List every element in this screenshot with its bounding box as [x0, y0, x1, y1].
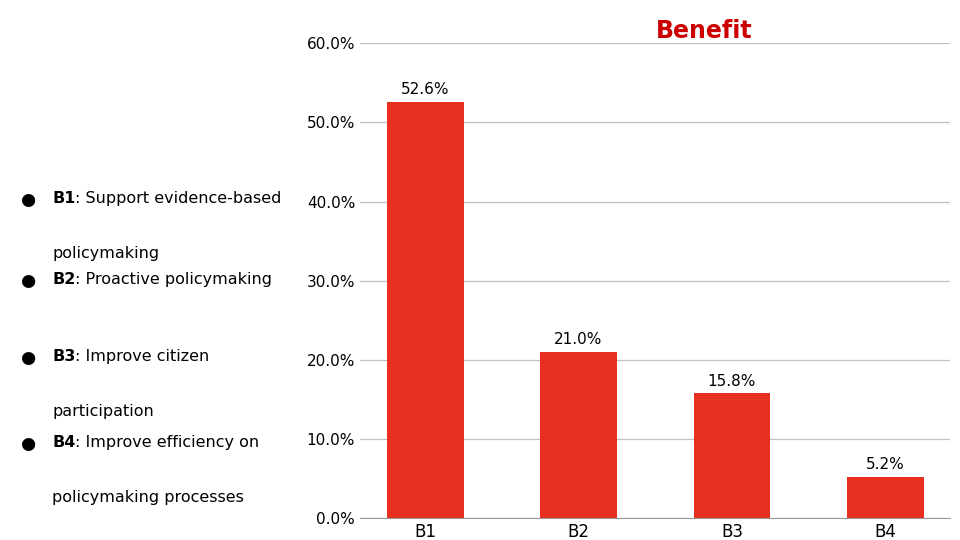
Text: policymaking processes: policymaking processes — [52, 490, 244, 505]
Text: ●: ● — [20, 272, 35, 291]
Bar — [693, 393, 770, 518]
Text: 21.0%: 21.0% — [554, 332, 603, 347]
Text: : Improve citizen: : Improve citizen — [75, 349, 208, 364]
Text: Benefit: Benefit — [657, 19, 753, 43]
Text: 3. Impacts of Big Data on Public Policy Analysis-: 3. Impacts of Big Data on Public Policy … — [12, 19, 657, 43]
Text: ●: ● — [20, 435, 35, 453]
Text: : Proactive policymaking: : Proactive policymaking — [75, 272, 272, 287]
Text: B1: B1 — [52, 191, 76, 206]
Text: : Support evidence-based: : Support evidence-based — [75, 191, 281, 206]
Text: ●: ● — [20, 191, 35, 209]
Text: 5.2%: 5.2% — [866, 457, 904, 472]
Bar — [540, 352, 617, 518]
Text: : Improve efficiency on: : Improve efficiency on — [75, 435, 258, 450]
Text: B4: B4 — [52, 435, 76, 450]
Text: B2: B2 — [52, 272, 76, 287]
Bar — [847, 477, 924, 518]
Text: participation: participation — [52, 404, 154, 419]
Text: 52.6%: 52.6% — [401, 82, 449, 97]
Bar — [387, 102, 464, 518]
Text: B3: B3 — [52, 349, 76, 364]
Text: 15.8%: 15.8% — [708, 374, 756, 388]
Text: policymaking: policymaking — [52, 246, 159, 261]
Text: ●: ● — [20, 349, 35, 367]
